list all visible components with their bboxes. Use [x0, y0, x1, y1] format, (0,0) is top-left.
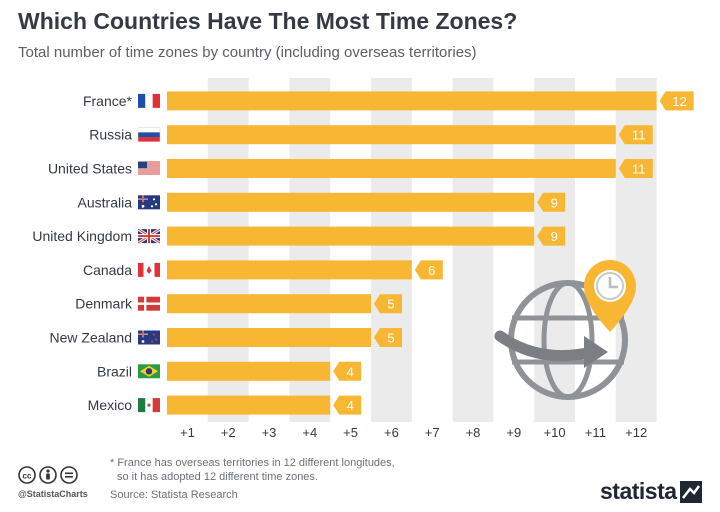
- bar: [167, 294, 371, 314]
- russia-flag: [137, 127, 161, 142]
- brazil-flag: [138, 364, 160, 379]
- x-tick-label: +9: [506, 425, 521, 440]
- canada-flag: [138, 262, 160, 277]
- category-label: United Kingdom: [32, 228, 132, 244]
- category-label: Canada: [83, 262, 132, 278]
- bar: [167, 226, 535, 246]
- chart-subtitle: Total number of time zones by country (i…: [18, 44, 477, 61]
- bar: [167, 328, 371, 347]
- category-label: New Zealand: [50, 330, 133, 346]
- france-flag: [138, 93, 160, 108]
- x-tick-label: +11: [585, 425, 606, 440]
- bar-chart: France* 12 Russia 11 United States 11 Australi…: [32, 78, 694, 440]
- bar: [167, 91, 657, 111]
- category-label: United States: [48, 161, 132, 177]
- value-tag: [537, 226, 566, 246]
- australia-flag: [138, 195, 160, 210]
- x-tick-label: +10: [544, 425, 566, 440]
- globe-clock-pin-icon: [494, 260, 636, 400]
- category-label: Mexico: [88, 397, 133, 413]
- source-note: Source: Statista Research: [110, 489, 238, 501]
- bar: [167, 192, 535, 212]
- value-label: 4: [347, 364, 354, 379]
- value-label: 5: [387, 297, 394, 312]
- category-label: France*: [83, 93, 133, 109]
- value-label: 11: [632, 128, 646, 143]
- mexico-flag: [138, 398, 160, 413]
- value-label: 5: [387, 331, 394, 346]
- svg-text:cc: cc: [23, 472, 32, 481]
- twitter-handle: @StatistaCharts: [18, 489, 88, 499]
- bar: [167, 361, 331, 381]
- creative-commons-icons: cc: [18, 466, 78, 484]
- value-tag: [659, 91, 694, 111]
- x-tick-label: +5: [343, 425, 358, 440]
- x-tick-label: +4: [302, 425, 317, 440]
- bar: [167, 395, 331, 415]
- category-label: Denmark: [75, 296, 133, 312]
- category-label: Brazil: [97, 363, 132, 379]
- value-tag: [333, 395, 362, 415]
- x-tick-label: +7: [425, 425, 440, 440]
- value-tag: [537, 192, 566, 212]
- value-tag: [374, 294, 402, 314]
- denmark-flag: [138, 296, 160, 311]
- value-label: 12: [672, 94, 686, 109]
- cc-icon: cc: [18, 466, 36, 484]
- category-label: Australia: [78, 194, 133, 210]
- x-tick-label: +12: [625, 425, 647, 440]
- no-derivatives-icon: [60, 466, 78, 484]
- statista-logo-mark: [680, 481, 702, 503]
- new-zealand-flag: [138, 330, 160, 345]
- usa-flag: [138, 161, 160, 176]
- x-tick-label: +8: [466, 425, 481, 440]
- x-tick-label: +6: [384, 425, 399, 440]
- value-label: 9: [551, 229, 558, 244]
- x-tick-label: +1: [180, 425, 195, 440]
- value-label: 4: [347, 398, 354, 413]
- footnote: * France has overseas territories in 12 …: [110, 456, 395, 484]
- value-tag: [618, 159, 653, 178]
- attribution-icon: [39, 466, 57, 484]
- value-tag: [374, 328, 402, 347]
- x-tick-label: +3: [262, 425, 277, 440]
- value-tag: [414, 260, 443, 280]
- footnote-line-2: so it has adopted 12 different time zone…: [117, 471, 318, 483]
- value-label: 6: [428, 263, 435, 278]
- value-label: 9: [551, 195, 558, 210]
- statista-logo: statista: [600, 478, 677, 504]
- bar: [167, 260, 412, 280]
- bar: [167, 125, 616, 145]
- value-label: 11: [632, 162, 646, 177]
- uk-flag: [137, 227, 161, 245]
- value-tag: [333, 361, 362, 381]
- category-label: Russia: [89, 127, 132, 143]
- footnote-line-1: * France has overseas territories in 12 …: [110, 457, 395, 469]
- value-tag: [618, 125, 653, 145]
- chart-title: Which Countries Have The Most Time Zones…: [18, 8, 518, 34]
- x-tick-label: +2: [221, 425, 236, 440]
- bar: [167, 159, 616, 178]
